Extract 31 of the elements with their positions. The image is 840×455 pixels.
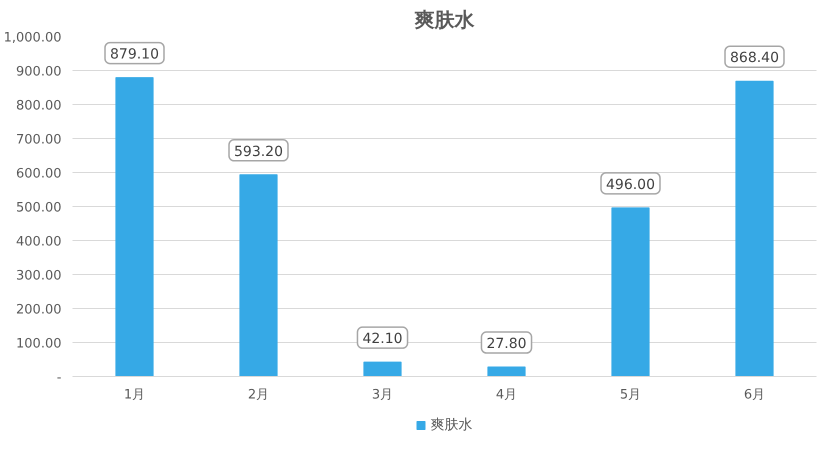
y-tick-label: 400.00: [16, 234, 62, 250]
bar: [363, 362, 402, 376]
y-tick-label: 300.00: [16, 268, 62, 284]
y-tick-label: 700.00: [16, 132, 62, 148]
data-label: 879.10: [110, 46, 160, 63]
bar: [735, 80, 774, 376]
data-label: 27.80: [486, 336, 527, 352]
x-tick-label: 4月: [496, 388, 518, 402]
data-label: 868.40: [730, 50, 780, 66]
data-label: 593.20: [234, 144, 284, 160]
chart-title: 爽肤水: [414, 8, 476, 32]
data-label: 42.10: [362, 331, 403, 348]
y-tick-label: 200.00: [16, 302, 62, 318]
y-tick-label: 600.00: [16, 166, 62, 182]
x-tick-label: 5月: [620, 388, 642, 402]
bar: [239, 174, 278, 376]
x-tick-label: 2月: [248, 388, 270, 402]
bar: [115, 77, 154, 376]
x-tick-label: 6月: [744, 388, 766, 402]
x-tick-label: 3月: [372, 388, 394, 402]
y-tick-label: 100.00: [16, 336, 62, 352]
y-tick-label: 1,000.00: [4, 30, 62, 46]
y-tick-label: 800.00: [16, 98, 62, 114]
bar: [487, 366, 526, 376]
legend-label: 爽肤水: [430, 416, 472, 434]
data-label: 496.00: [606, 176, 656, 193]
y-tick-label: 900.00: [16, 64, 62, 80]
bar: [611, 207, 650, 376]
y-tick-label: 500.00: [16, 200, 62, 216]
y-tick-label: -: [56, 370, 62, 386]
x-tick-label: 1月: [124, 388, 146, 402]
